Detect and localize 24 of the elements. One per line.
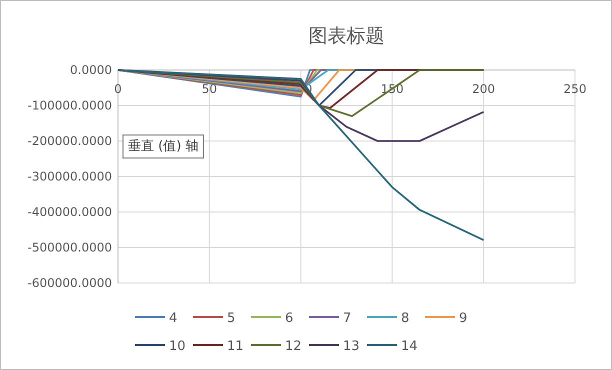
legend-label: 7 bbox=[343, 311, 352, 326]
legend-label: 4 bbox=[169, 311, 178, 326]
legend-label: 9 bbox=[459, 311, 468, 326]
y-tick-label: 0.0000 bbox=[70, 63, 112, 77]
y-tick-label: -500000.0000 bbox=[28, 240, 112, 254]
chart-title: 图表标题 bbox=[308, 25, 384, 47]
y-tick-label: -600000.0000 bbox=[28, 276, 112, 290]
x-tick-label: 250 bbox=[564, 82, 586, 96]
y-tick-label: -400000.0000 bbox=[28, 205, 112, 219]
y-tick-label: -300000.0000 bbox=[28, 170, 112, 184]
legend-label: 14 bbox=[401, 339, 418, 354]
x-tick-label: 0 bbox=[114, 82, 122, 96]
y-tick-label: -100000.0000 bbox=[28, 98, 112, 112]
annotation: 垂直 (值) 轴 bbox=[128, 139, 198, 154]
legend-label: 13 bbox=[343, 339, 360, 354]
legend-label: 5 bbox=[227, 311, 236, 326]
legend-label: 12 bbox=[285, 339, 302, 354]
x-tick-label: 50 bbox=[202, 82, 218, 96]
y-tick-label: -200000.0000 bbox=[28, 134, 112, 148]
legend-label: 6 bbox=[285, 311, 294, 326]
legend-label: 8 bbox=[401, 311, 410, 326]
legend-label: 11 bbox=[227, 339, 244, 354]
x-tick-label: 200 bbox=[472, 82, 496, 96]
legend-label: 10 bbox=[169, 339, 186, 354]
